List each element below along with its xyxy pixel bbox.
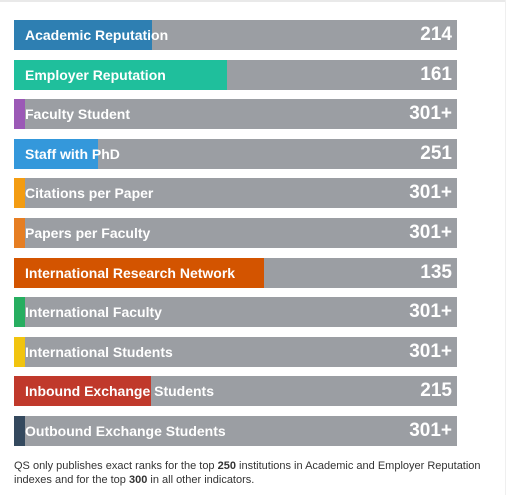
indicator-rank: 301+ [409, 340, 452, 362]
footnote-text-1: QS only publishes exact ranks for the to… [14, 460, 218, 472]
indicator-row-academic-reputation: Academic Reputation 214 [14, 20, 457, 50]
indicator-rank: 214 [420, 24, 452, 45]
indicator-fill [14, 415, 26, 446]
indicator-rank: 135 [420, 261, 452, 283]
indicator-fill [14, 297, 26, 328]
indicator-rank: 215 [420, 380, 452, 402]
indicator-row-international-students: International Students 301+ [14, 336, 457, 367]
indicator-row-international-faculty: International Faculty 301+ [14, 297, 457, 328]
indicator-row-papers-per-faculty: Papers per Faculty 301+ [14, 217, 457, 248]
indicator-rank: 161 [420, 63, 452, 85]
indicator-rank: 301+ [409, 103, 452, 125]
indicator-fill [14, 138, 99, 169]
indicator-fill [14, 59, 228, 90]
indicator-label: Outbound Exchange Students [25, 422, 226, 439]
indicator-label: Faculty Student [25, 106, 131, 123]
indicator-rank: 251 [420, 142, 452, 164]
indicator-row-inbound-exchange-students: Inbound Exchange Students 215 [14, 376, 457, 407]
indicator-label: Employer Reputation [25, 66, 166, 83]
indicator-label: International Research Network [25, 264, 236, 281]
indicator-fill [14, 20, 153, 50]
indicator-fill [14, 376, 151, 407]
indicator-rank: 301+ [409, 182, 452, 204]
indicator-fill [14, 217, 26, 248]
indicator-rank: 301+ [409, 301, 452, 323]
indicator-row-international-research-network: International Research Network 135 [14, 257, 457, 288]
footnote-text-3: in all other indicators. [147, 474, 255, 486]
indicator-row-employer-reputation: Employer Reputation 161 [14, 59, 457, 90]
indicator-fill [14, 99, 26, 130]
indicator-row-citations-per-paper: Citations per Paper 301+ [14, 178, 457, 209]
indicator-label: Academic Reputation [25, 27, 169, 43]
indicator-label: Inbound Exchange Students [25, 383, 215, 400]
indicator-fill [14, 336, 26, 367]
indicator-label: International Students [25, 343, 173, 360]
top-divider [0, 0, 506, 2]
footnote-number-1: 250 [217, 460, 236, 472]
indicator-fill [14, 178, 26, 209]
footnote-number-2: 300 [128, 474, 148, 486]
indicator-fill [14, 257, 264, 288]
indicator-label: Papers per Faculty [25, 224, 151, 241]
indicator-label: Staff with PhD [25, 145, 120, 162]
indicator-rank: 301+ [409, 419, 452, 441]
indicator-rank-list: Academic Reputation 214 Employer Reputat… [14, 20, 457, 456]
footnote-text-2: institutions in Academic and Employer Re… [14, 460, 481, 486]
indicator-label: International Faculty [25, 304, 162, 321]
indicator-row-outbound-exchange-students: Outbound Exchange Students 301+ [14, 415, 457, 446]
indicator-row-staff-with-phd: Staff with PhD 251 [14, 138, 457, 169]
indicator-row-faculty-student: Faculty Student 301+ [14, 99, 457, 130]
indicator-rank: 301+ [409, 221, 452, 243]
footnote: QS only publishes exact ranks for the to… [14, 459, 502, 487]
indicator-label: Citations per Paper [25, 185, 154, 202]
